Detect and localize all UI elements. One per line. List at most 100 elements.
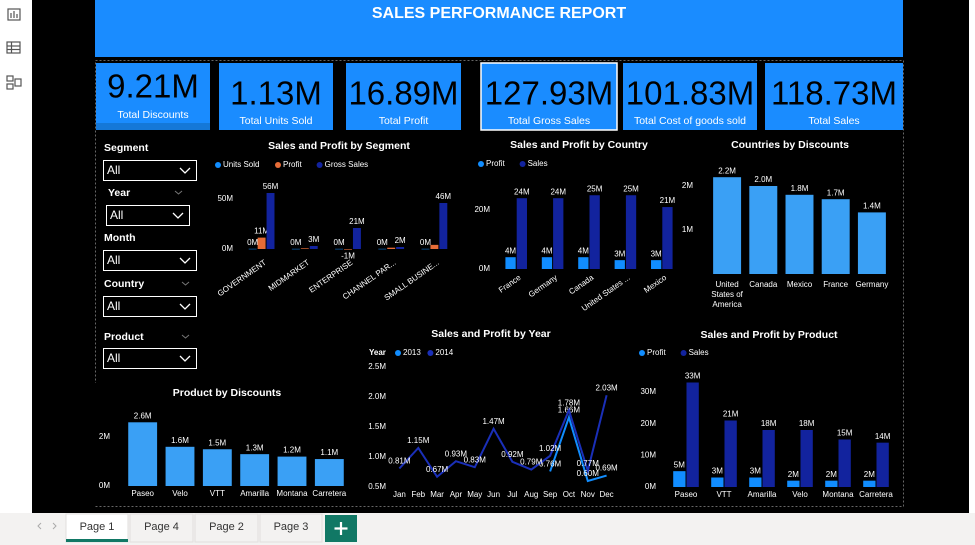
bar [165,446,195,486]
x-tick-label: Aug [524,490,538,499]
page-tab[interactable] [129,513,194,543]
data-label: 21M [660,196,676,205]
data-label: 3M [750,467,761,476]
y-tick-label: 20M [474,205,490,214]
slicer-collapse-icon [181,334,190,339]
slicer-label: Product [104,331,144,343]
report-view-icon[interactable] [7,8,21,21]
data-label: 1.7M [827,188,845,197]
model-view-icon[interactable] [6,75,22,90]
x-tick-label: Velo [792,490,808,499]
data-label: 1.6M [171,436,189,445]
kpi-value: 1.13M [230,75,322,112]
slicer-dropdown[interactable] [103,296,197,317]
data-label: 0M [334,238,345,247]
page-tab-label: Page 2 [209,521,244,533]
y-tick-label: 1.0M [368,452,386,461]
x-tick-label: Dec [599,490,613,499]
bar [762,430,775,487]
report-border [95,60,904,507]
data-label: 3M [308,235,319,244]
data-label: 0M [247,238,258,247]
chart-title: Sales and Profit by Segment [268,140,410,152]
data-label: 14M [875,432,891,441]
scroll-right[interactable] [52,522,57,530]
page-tab[interactable] [259,513,323,543]
sidebar [0,0,32,513]
data-label: 0.92M [501,450,524,459]
x-tick-label: Paseo [675,490,698,499]
bar [257,237,266,249]
data-label: 15M [837,429,853,438]
data-label: 0.79M [520,458,543,467]
dropdown-chevron [172,212,184,219]
data-label: 46M [436,192,452,201]
x-tick-label: Sep [543,490,558,499]
x-tick-label-box: Germany [855,280,889,289]
slicer-label: Month [104,232,136,244]
y-tick-label: 2.0M [368,392,386,401]
data-label: 25M [623,184,639,193]
data-label: 1.2M [283,446,301,455]
legend-marker [395,350,401,356]
add-icon [334,522,348,535]
data-label: 0.67M [426,465,449,474]
bar [857,212,886,274]
bar [291,248,300,250]
dropdown-chevron [179,167,191,174]
slicer-dropdown[interactable] [103,348,197,369]
page-tab[interactable] [194,513,259,543]
bar [800,430,813,487]
kpi-card [765,63,903,130]
x-tick-label: Mar [430,490,444,499]
y-tick-label: 2M [99,432,110,441]
data-label: 1.15M [407,436,430,445]
slicer-value: All [107,299,120,313]
kpi-value: 101.83M [626,75,754,112]
bar [578,257,589,269]
x-tick-label: Carretera [859,490,893,499]
kpi-value: 118.73M [771,75,897,112]
bar [309,246,318,249]
y-tick-label: 1M [682,225,693,234]
table-view-icon[interactable] [6,41,21,54]
page-tab[interactable] [65,513,129,543]
slicer-dropdown[interactable] [103,250,197,271]
kpi-card [96,63,210,130]
x-tick-label: Nov [581,490,595,499]
bar [589,195,600,269]
slicer-value: All [107,351,120,365]
data-label: 3M [614,249,625,258]
data-label: 0.76M [539,460,562,469]
kpi-label: Total Profit [379,115,429,127]
slicer-value: All [107,163,120,177]
kpi-label: Total Discounts [117,109,188,121]
dropdown-chevron [179,257,191,264]
x-tick-label: Mexico [786,280,813,289]
legend-label: Profit [647,348,666,357]
x-tick-label-box: France [823,280,848,289]
x-tick-label: Carretera [312,489,346,498]
bar [825,480,838,487]
data-label: 2.03M [595,383,618,392]
bar [277,456,307,486]
data-label: 1.1M [320,448,338,457]
dropdown-chevron [179,303,191,310]
chart-title: Sales and Profit by Country [510,139,648,151]
x-tick-label: Canada [749,280,778,289]
bar [724,420,737,487]
scroll-left[interactable] [37,522,42,530]
bar [516,198,527,269]
y-tick-label: 10M [640,450,656,459]
slicer-dropdown[interactable] [103,160,197,181]
data-label: 33M [685,372,701,381]
x-tick-label: Germany [855,280,889,289]
data-label: -1M [341,252,355,261]
slicer-dropdown[interactable] [106,205,190,226]
data-label: 3M [651,249,662,258]
kpi-card [480,62,618,131]
x-tick-label: Montana [276,489,308,498]
bar [248,248,257,250]
y-tick-label: 30M [640,387,656,396]
